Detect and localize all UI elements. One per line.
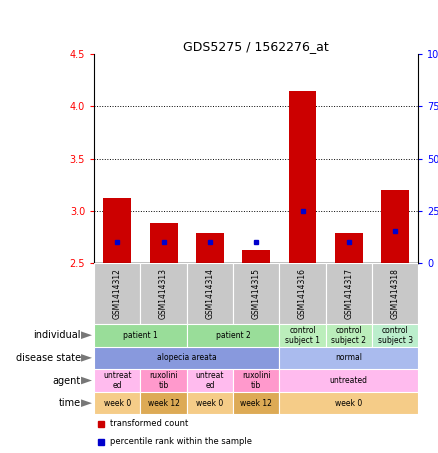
Text: agent: agent bbox=[53, 376, 81, 386]
Text: untreated: untreated bbox=[330, 376, 368, 385]
Text: GSM1414313: GSM1414313 bbox=[159, 268, 168, 319]
Bar bbox=[233, 263, 279, 324]
Text: control
subject 2: control subject 2 bbox=[331, 326, 366, 345]
Polygon shape bbox=[81, 354, 92, 361]
Text: week 0: week 0 bbox=[104, 399, 131, 408]
Polygon shape bbox=[81, 377, 92, 384]
Bar bbox=[94, 369, 141, 392]
Bar bbox=[141, 263, 187, 324]
Bar bbox=[381, 190, 409, 263]
Bar bbox=[372, 263, 418, 324]
Title: GDS5275 / 1562276_at: GDS5275 / 1562276_at bbox=[184, 40, 329, 53]
Bar bbox=[141, 369, 187, 392]
Bar bbox=[279, 392, 418, 414]
Text: individual: individual bbox=[34, 330, 81, 340]
Text: patient 1: patient 1 bbox=[123, 331, 158, 340]
Bar bbox=[187, 369, 233, 392]
Text: alopecia areata: alopecia areata bbox=[157, 353, 217, 362]
Text: disease state: disease state bbox=[16, 353, 81, 363]
Bar bbox=[233, 392, 279, 414]
Text: GSM1414314: GSM1414314 bbox=[205, 268, 215, 319]
Bar bbox=[233, 369, 279, 392]
Bar bbox=[187, 392, 233, 414]
Text: patient 2: patient 2 bbox=[215, 331, 251, 340]
Bar bbox=[94, 392, 141, 414]
Bar bbox=[279, 324, 326, 347]
Text: untreat
ed: untreat ed bbox=[103, 371, 131, 390]
Bar bbox=[372, 324, 418, 347]
Text: time: time bbox=[59, 398, 81, 408]
Bar bbox=[94, 347, 279, 369]
Text: week 0: week 0 bbox=[196, 399, 223, 408]
Bar bbox=[94, 324, 187, 347]
Bar bbox=[141, 392, 187, 414]
Text: ruxolini
tib: ruxolini tib bbox=[242, 371, 271, 390]
Bar bbox=[187, 263, 233, 324]
Bar bbox=[103, 198, 131, 263]
Bar bbox=[150, 223, 177, 263]
Polygon shape bbox=[81, 332, 92, 339]
Bar bbox=[335, 232, 363, 263]
Text: normal: normal bbox=[336, 353, 362, 362]
Bar bbox=[196, 232, 224, 263]
Bar bbox=[279, 263, 326, 324]
Bar bbox=[289, 91, 316, 263]
Bar bbox=[279, 347, 418, 369]
Text: GSM1414317: GSM1414317 bbox=[344, 268, 353, 319]
Text: control
subject 1: control subject 1 bbox=[285, 326, 320, 345]
Bar bbox=[242, 250, 270, 263]
Text: GSM1414318: GSM1414318 bbox=[391, 268, 399, 319]
Bar bbox=[187, 324, 279, 347]
Text: GSM1414312: GSM1414312 bbox=[113, 268, 122, 319]
Bar bbox=[94, 263, 141, 324]
Text: untreat
ed: untreat ed bbox=[196, 371, 224, 390]
Bar bbox=[326, 324, 372, 347]
Text: week 12: week 12 bbox=[240, 399, 272, 408]
Text: GSM1414315: GSM1414315 bbox=[252, 268, 261, 319]
Text: control
subject 3: control subject 3 bbox=[378, 326, 413, 345]
Text: week 12: week 12 bbox=[148, 399, 180, 408]
Bar bbox=[279, 369, 418, 392]
Text: percentile rank within the sample: percentile rank within the sample bbox=[110, 437, 252, 446]
Text: ruxolini
tib: ruxolini tib bbox=[149, 371, 178, 390]
Polygon shape bbox=[81, 400, 92, 407]
Bar bbox=[326, 263, 372, 324]
Text: week 0: week 0 bbox=[335, 399, 363, 408]
Text: GSM1414316: GSM1414316 bbox=[298, 268, 307, 319]
Text: transformed count: transformed count bbox=[110, 419, 189, 428]
